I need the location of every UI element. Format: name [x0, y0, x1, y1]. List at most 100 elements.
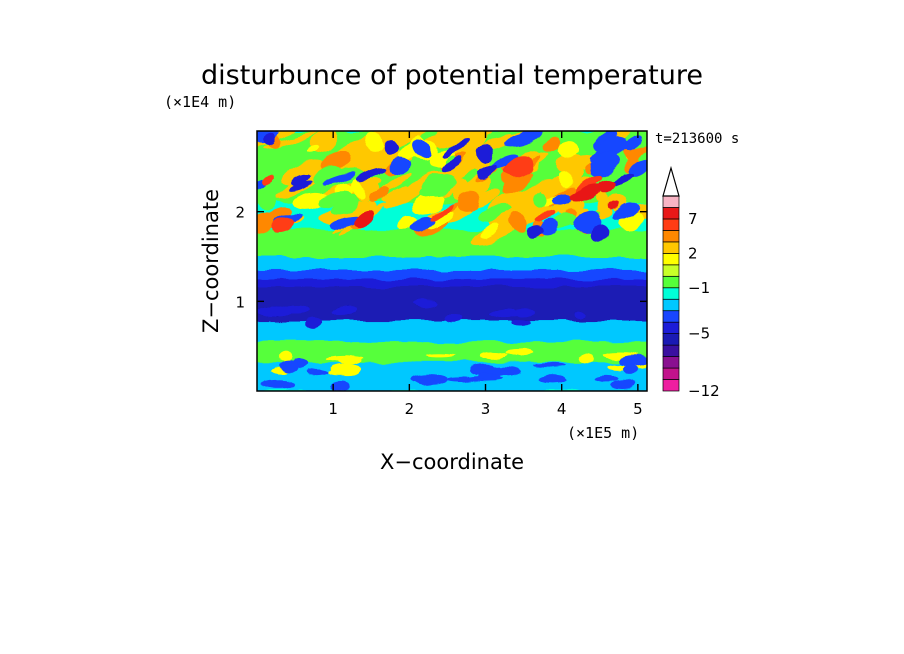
x-axis-title: X−coordinate [380, 450, 524, 474]
field-blob [542, 136, 562, 153]
field-blob [504, 155, 534, 178]
field-blob [425, 210, 454, 231]
field-blob [322, 173, 356, 186]
field-blob [382, 139, 399, 155]
field-blob [331, 216, 362, 229]
field-blob [552, 193, 572, 209]
field-blob [590, 223, 610, 242]
field-blob [263, 174, 277, 184]
field-blob [445, 312, 465, 324]
field-band [257, 229, 647, 257]
plot-frame [256, 130, 648, 392]
x-tick-label: 1 [328, 400, 338, 418]
field-blob [569, 183, 603, 202]
colorbar-swatch [662, 253, 680, 266]
colorbar-swatch [662, 264, 680, 277]
x-unit-label: (×1E5 m) [567, 424, 639, 442]
colorbar-swatch [662, 195, 680, 208]
chart-title: disturbunce of potential temperature [201, 60, 703, 91]
field-blob [257, 212, 276, 235]
field-band [257, 341, 647, 365]
field-blob [270, 218, 295, 233]
field-blob [577, 353, 595, 364]
colorbar-swatch [662, 379, 680, 392]
field-blob [574, 308, 586, 318]
colorbar-swatch [662, 367, 680, 380]
field-band [257, 321, 647, 342]
field-blob [609, 363, 628, 370]
y-tick-label: 2 [235, 204, 245, 222]
y-unit-label: (×1E4 m) [164, 93, 236, 111]
field-blob [351, 178, 366, 199]
colorbar-tick-label: 2 [688, 244, 698, 262]
field-band [257, 362, 647, 391]
field-blob [292, 191, 328, 209]
field-blob [414, 137, 431, 158]
colorbar-swatch [662, 218, 680, 231]
field-blob [413, 190, 444, 215]
colorbar-tick-label: −5 [688, 325, 710, 343]
field-blob [509, 308, 535, 316]
field-blob [502, 171, 532, 194]
field-blob [442, 131, 496, 144]
field-blob [425, 354, 456, 359]
field-blob [414, 376, 436, 387]
field-blob [442, 138, 468, 157]
field-blob [607, 201, 620, 211]
x-tick-label: 4 [557, 400, 567, 418]
field-blob [391, 157, 410, 176]
y-axis-title: Z−coordinate [199, 189, 223, 333]
colorbar-swatch [662, 321, 680, 334]
field-blob [476, 165, 499, 181]
field-blob [624, 135, 644, 150]
field-blob [629, 159, 647, 177]
colorbar-tick-label: −1 [688, 279, 710, 297]
colorbar-swatch [662, 287, 680, 300]
field-blob [319, 200, 378, 225]
field-blob [533, 363, 566, 368]
field-blob [305, 317, 322, 329]
field-blob [257, 305, 294, 317]
field-blob [304, 368, 327, 376]
field-blob [480, 351, 507, 359]
heatmap-field [257, 131, 647, 391]
field-blob [263, 133, 277, 146]
field-blob [594, 374, 618, 382]
field-blob [540, 219, 559, 236]
colorbar-swatch [662, 298, 680, 312]
field-blob [478, 372, 502, 381]
colorbar-extend-arrow [662, 165, 680, 197]
field-blob [331, 304, 356, 315]
field-blob [356, 166, 388, 181]
field-blob [503, 133, 537, 147]
field-blob [257, 191, 277, 211]
field-blob [557, 170, 573, 188]
field-blob [621, 355, 647, 367]
x-tick-label: 5 [633, 400, 643, 418]
x-axis: 1 2 3 4 5 [328, 131, 643, 418]
field-blob [491, 153, 519, 169]
field-blob [383, 186, 408, 204]
field-blob [364, 131, 383, 152]
field-blob [612, 202, 638, 221]
field-blob [354, 210, 375, 228]
field-blob [411, 299, 439, 308]
field-blob [457, 191, 481, 212]
colorbar-swatch [662, 333, 680, 346]
field-blob [290, 173, 310, 186]
field-blob [331, 380, 350, 389]
field-blob [534, 211, 554, 221]
field-blob [501, 180, 551, 206]
y-axis: 12 [235, 204, 647, 311]
field-blob [610, 172, 635, 185]
field-blob [637, 149, 647, 162]
field-blob [260, 380, 296, 390]
field-blob [610, 379, 636, 389]
colorbar-swatch [662, 310, 680, 323]
field-blob [538, 374, 567, 384]
colorbar-swatch [662, 241, 680, 254]
colorbar-swatch [662, 356, 680, 369]
time-label: t=213600 s [655, 131, 739, 147]
field-blob [510, 211, 528, 233]
